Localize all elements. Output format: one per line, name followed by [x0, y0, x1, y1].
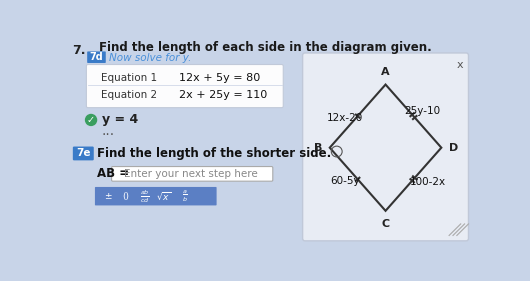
Text: (): ()	[122, 192, 129, 201]
Text: 7.: 7.	[73, 44, 86, 58]
Text: C: C	[382, 219, 390, 228]
Text: A: A	[381, 67, 390, 77]
Text: ✓: ✓	[87, 115, 95, 125]
FancyBboxPatch shape	[73, 146, 94, 160]
Text: Equation 2: Equation 2	[101, 90, 157, 100]
Text: Equation 1: Equation 1	[101, 72, 157, 83]
Text: 60-5y: 60-5y	[330, 176, 360, 186]
Text: $\frac{a}{b}$: $\frac{a}{b}$	[182, 189, 188, 204]
Text: 100-2x: 100-2x	[409, 177, 445, 187]
Text: 12x + 5y = 80: 12x + 5y = 80	[179, 72, 260, 83]
Text: $\frac{ab}{cd}$: $\frac{ab}{cd}$	[140, 188, 150, 205]
Text: Enter your next step here: Enter your next step here	[125, 169, 258, 179]
Text: $\pm$: $\pm$	[104, 191, 112, 201]
Text: y = 4: y = 4	[102, 114, 138, 126]
Text: 12x-20: 12x-20	[327, 113, 364, 123]
Text: $\sqrt{x}$: $\sqrt{x}$	[156, 190, 172, 202]
FancyBboxPatch shape	[95, 187, 217, 205]
Text: B: B	[314, 143, 322, 153]
FancyBboxPatch shape	[303, 53, 469, 241]
Text: 7d: 7d	[90, 52, 103, 62]
Text: 7e: 7e	[76, 148, 91, 158]
Text: Now solve for y.: Now solve for y.	[109, 53, 191, 63]
FancyBboxPatch shape	[87, 51, 106, 63]
Circle shape	[85, 114, 97, 126]
FancyBboxPatch shape	[86, 65, 283, 108]
Text: Find the length of each side in the diagram given.: Find the length of each side in the diag…	[99, 41, 431, 55]
Text: D: D	[449, 143, 458, 153]
Text: ...: ...	[102, 124, 115, 138]
Text: AB =: AB =	[97, 167, 129, 180]
FancyBboxPatch shape	[112, 167, 273, 181]
Text: Find the length of the shorter side.: Find the length of the shorter side.	[97, 147, 331, 160]
Text: x: x	[456, 60, 463, 70]
Text: 2x + 25y = 110: 2x + 25y = 110	[179, 90, 267, 100]
Text: 25y-10: 25y-10	[405, 106, 441, 117]
